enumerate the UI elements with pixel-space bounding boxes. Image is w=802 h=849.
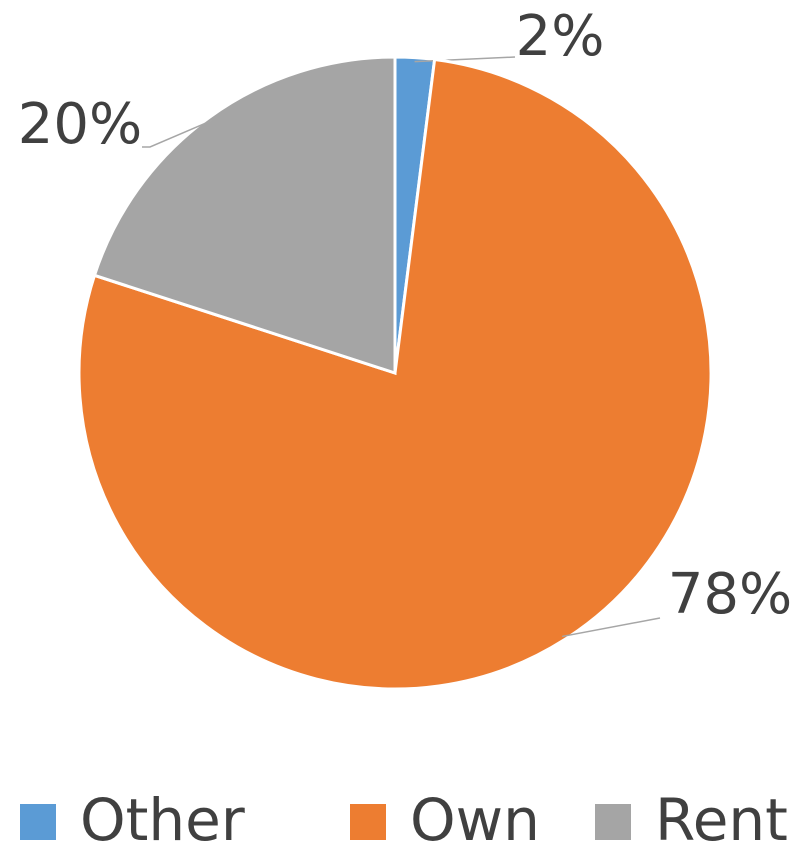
legend-label: Rent — [655, 786, 788, 849]
data-label: 2% — [516, 4, 605, 69]
data-label: 78% — [668, 562, 792, 627]
leader-line — [562, 617, 661, 638]
legend-swatch — [20, 804, 56, 840]
leader-line — [414, 56, 516, 63]
legend-swatch — [595, 804, 631, 840]
legend-label: Own — [410, 786, 540, 849]
legend-label: Other — [80, 786, 245, 849]
legend-swatch — [350, 804, 386, 840]
data-label: 20% — [18, 92, 142, 157]
pie-slice — [92, 55, 397, 376]
leader-line — [142, 119, 212, 148]
